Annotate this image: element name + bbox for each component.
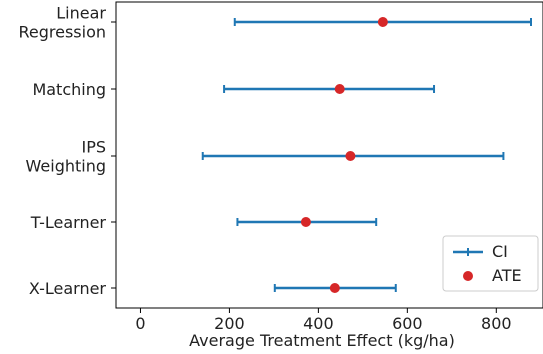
ate-point: [300, 217, 311, 227]
x-tick-label: 400: [303, 314, 334, 333]
y-tick-label: Weighting: [26, 157, 106, 176]
legend-ate-label: ATE: [492, 266, 522, 285]
x-tick-label: 600: [392, 314, 423, 333]
ate-point: [334, 84, 345, 94]
y-tick-label: Regression: [18, 23, 106, 42]
y-tick-label: Linear: [56, 4, 106, 23]
x-axis-title: Average Treatment Effect (kg/ha): [189, 331, 455, 350]
ate-point: [329, 283, 340, 293]
legend-box: [442, 235, 539, 292]
legend: CI ATE: [442, 235, 539, 292]
x-tick-label: 800: [481, 314, 512, 333]
legend-ate-marker: [463, 271, 473, 281]
x-tick-label: 0: [135, 314, 145, 333]
y-tick-label: T-Learner: [30, 213, 107, 232]
y-tick-label: Matching: [32, 80, 106, 99]
ate-point: [377, 17, 388, 27]
legend-ci-label: CI: [492, 242, 508, 261]
x-tick-label: 200: [214, 314, 245, 333]
y-tick-label: IPS: [81, 138, 106, 157]
ate-point: [345, 151, 356, 161]
y-tick-label: X-Learner: [29, 279, 107, 298]
